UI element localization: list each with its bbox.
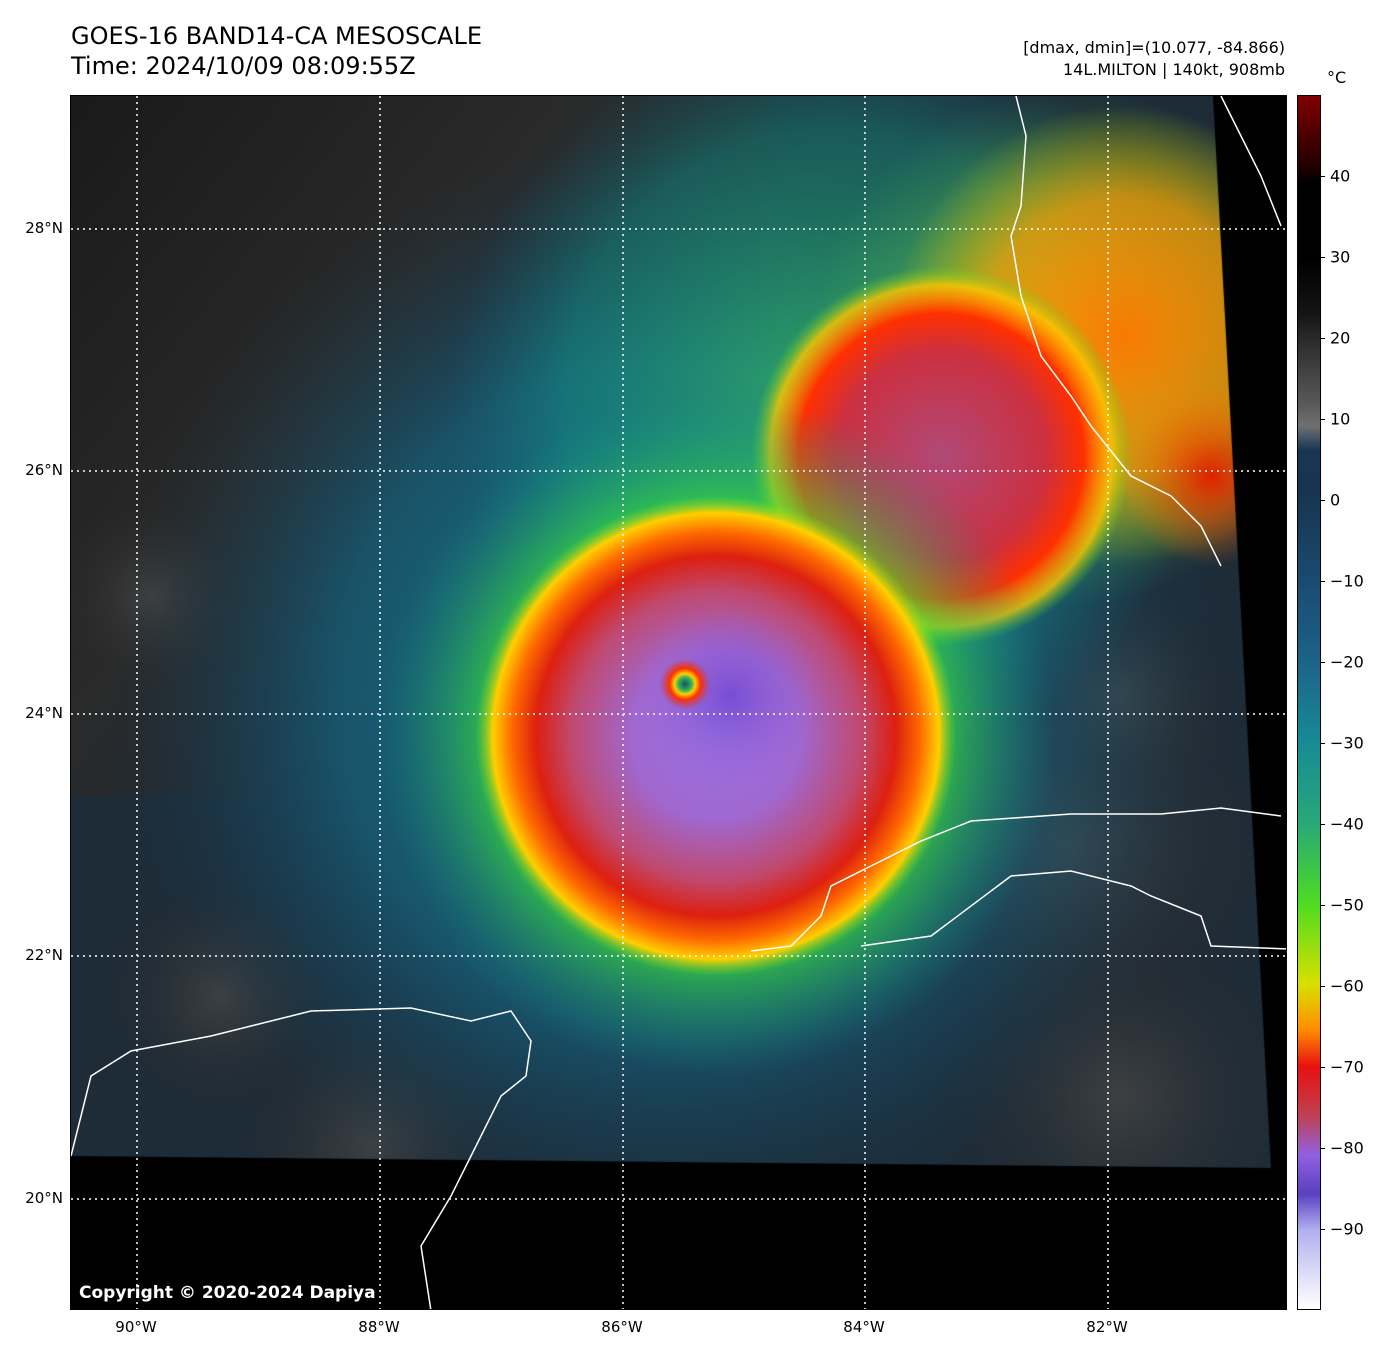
colorbar-tick-label: −40: [1330, 814, 1364, 834]
timestamp: Time: 2024/10/09 08:09:55Z: [71, 52, 416, 80]
colorbar-tick-label: −10: [1330, 571, 1364, 591]
coastline-bahamas: [1220, 96, 1282, 227]
colorbar-tick-label: 40: [1330, 166, 1351, 186]
copyright: Copyright © 2020-2024 Dapiya: [79, 1283, 376, 1303]
colorbar-tick-label: −60: [1330, 976, 1364, 996]
colorbar-tick: [1320, 1148, 1325, 1149]
colorbar-tick: [1320, 176, 1325, 177]
coastline-yucatan: [71, 1007, 532, 1309]
lon-tick-label: 86°W: [601, 1318, 643, 1336]
range-info: [dmax, dmin]=(10.077, -84.866): [1023, 38, 1285, 57]
colorbar-tick-label: −50: [1330, 895, 1364, 915]
ir-imagery: [71, 96, 1286, 1309]
colorbar-tick: [1320, 338, 1325, 339]
colorbar-tick: [1320, 581, 1325, 582]
colorbar-tick-label: 10: [1330, 409, 1351, 429]
lat-tick-label: 24°N: [25, 704, 63, 722]
coastline-cuba-north: [750, 807, 1282, 952]
colorbar-tick: [1320, 419, 1325, 420]
colorbar-tick: [1320, 257, 1325, 258]
satellite-map[interactable]: Copyright © 2020-2024 Dapiya: [70, 95, 1287, 1310]
colorbar-tick-label: 20: [1330, 328, 1351, 348]
colorbar-tick-label: −30: [1330, 733, 1364, 753]
colorbar-tick: [1320, 905, 1325, 906]
colorbar-tick-label: −70: [1330, 1057, 1364, 1077]
colorbar-tick-label: 30: [1330, 247, 1351, 267]
colorbar-tick: [1320, 1229, 1325, 1230]
lon-tick-label: 90°W: [115, 1318, 157, 1336]
colorbar-tick: [1320, 662, 1325, 663]
lat-tick-label: 22°N: [25, 946, 63, 964]
lon-tick-label: 82°W: [1086, 1318, 1128, 1336]
colorbar-tick-label: −20: [1330, 652, 1364, 672]
lon-tick-label: 88°W: [358, 1318, 400, 1336]
lat-tick-label: 28°N: [25, 219, 63, 237]
map-overlay: [71, 96, 1286, 1309]
colorbar-tick: [1320, 500, 1325, 501]
colorbar-tick-label: −80: [1330, 1138, 1364, 1158]
coastline-cuba-south: [860, 870, 1286, 950]
colorbar-tick-label: −90: [1330, 1219, 1364, 1239]
colorbar-tick: [1320, 1067, 1325, 1068]
colorbar: [1297, 95, 1321, 1310]
lat-tick-label: 26°N: [25, 461, 63, 479]
colorbar-tick: [1320, 986, 1325, 987]
colorbar-unit: °C: [1327, 68, 1347, 87]
colorbar-tick: [1320, 743, 1325, 744]
colorbar-tick: [1320, 824, 1325, 825]
lon-tick-label: 84°W: [843, 1318, 885, 1336]
chart-title: GOES-16 BAND14-CA MESOSCALE: [71, 22, 482, 50]
storm-info: 14L.MILTON | 140kt, 908mb: [1062, 60, 1285, 79]
colorbar-tick-label: 0: [1330, 490, 1341, 510]
lat-tick-label: 20°N: [25, 1189, 63, 1207]
coastline-florida: [1010, 96, 1222, 567]
